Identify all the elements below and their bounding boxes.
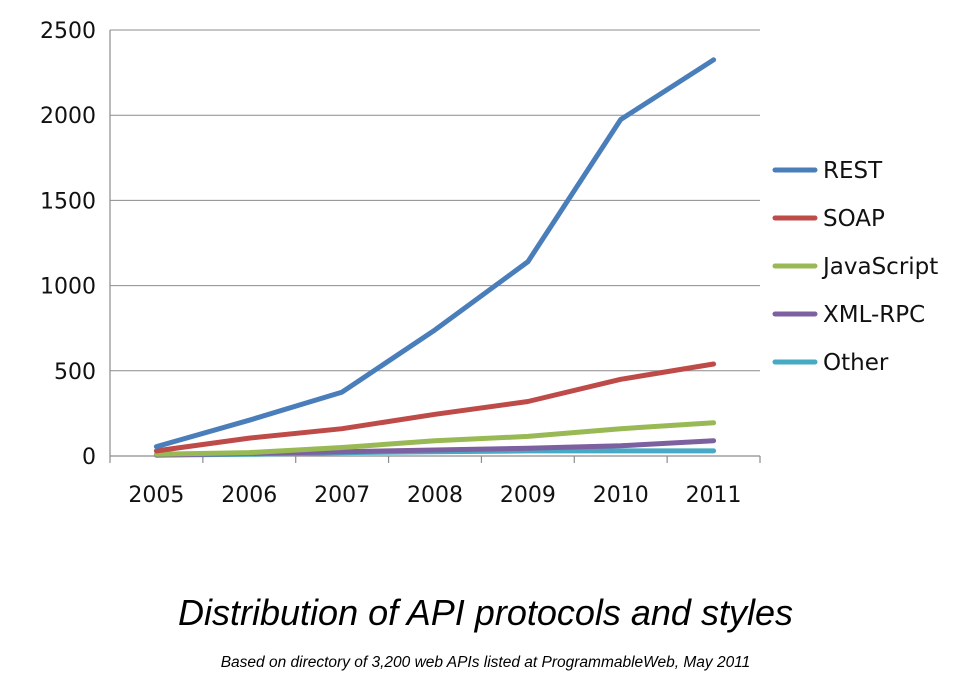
x-tick-labels: 2005 2006 2007 2008 2009 2010 2011 [128,483,741,508]
x-tick-label: 2009 [500,483,556,508]
series-line-rest [153,57,717,450]
x-tick-label: 2011 [686,483,742,508]
series-line-javascript [153,420,717,457]
gridlines [110,29,760,372]
legend-label-other: Other [823,350,889,376]
y-tick-label: 2000 [40,104,96,129]
series-lines [153,57,717,458]
legend-label-javascript: JavaScript [821,254,938,280]
y-tick-labels: 0 500 1000 1500 2000 2500 [40,19,96,470]
y-tick-label: 500 [54,360,96,385]
y-tick-label: 2500 [40,19,96,44]
x-tick-label: 2005 [128,483,184,508]
x-tick-label: 2010 [593,483,649,508]
legend: REST SOAP JavaScript XML-RPC Other [772,158,938,376]
y-tick-label: 0 [82,445,96,470]
x-tick-label: 2007 [314,483,370,508]
x-tick-label: 2008 [407,483,463,508]
chart-subtitle: Based on directory of 3,200 web APIs lis… [220,654,751,671]
y-tick-label: 1000 [40,275,96,300]
x-tick-label: 2006 [221,483,277,508]
y-tick-label: 1500 [40,189,96,214]
legend-label-xml-rpc: XML-RPC [823,302,925,328]
series-line-soap [153,361,717,454]
legend-label-soap: SOAP [823,206,885,232]
chart-title: Distribution of API protocols and styles [178,592,793,633]
legend-label-rest: REST [823,158,883,184]
